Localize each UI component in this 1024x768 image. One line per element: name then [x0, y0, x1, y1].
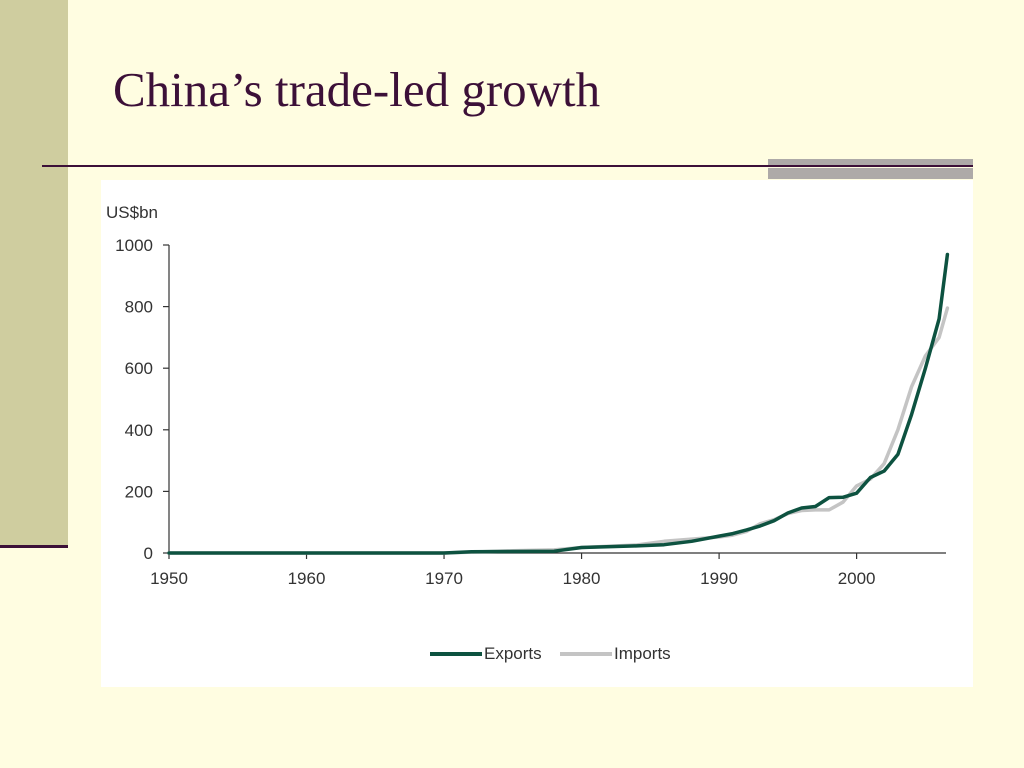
x-axis: 1950 1960 1970 1980 1990 2000 — [150, 552, 946, 588]
x-tick-label: 1990 — [700, 569, 738, 588]
x-tick-label: 1960 — [288, 569, 326, 588]
series-line-imports — [167, 306, 950, 555]
title-rule-accent-bottom — [768, 168, 973, 179]
trade-line-chart: US$bn 0 200 400 600 800 1000 1950 1960 1970 1980… — [106, 203, 950, 663]
y-axis-ticks: 0 200 400 600 800 1000 — [115, 236, 169, 563]
x-tick-label: 1950 — [150, 569, 188, 588]
legend: Exports Imports — [430, 644, 671, 663]
x-tick-label: 1980 — [563, 569, 601, 588]
y-tick-label: 600 — [125, 359, 153, 378]
x-tick-label: 1970 — [425, 569, 463, 588]
side-strip — [0, 0, 68, 546]
title-rule-accent-top — [768, 159, 973, 165]
y-axis-label: US$bn — [106, 203, 158, 222]
x-axis-ticks: 1950 1960 1970 1980 1990 2000 — [150, 553, 876, 588]
chart-panel: US$bn 0 200 400 600 800 1000 1950 1960 1970 1980… — [101, 180, 973, 687]
y-tick-label: 800 — [125, 298, 153, 317]
legend-exports-label: Exports — [484, 644, 542, 663]
series-layer — [167, 252, 950, 555]
series-line-exports — [167, 252, 950, 555]
title-rule — [42, 165, 973, 167]
y-axis: 0 200 400 600 800 1000 — [115, 236, 170, 563]
y-tick-label: 400 — [125, 421, 153, 440]
side-strip-rule — [0, 545, 68, 548]
legend-imports-label: Imports — [614, 644, 671, 663]
slide-title: China’s trade-led growth — [113, 62, 601, 117]
y-tick-label: 0 — [144, 544, 153, 563]
y-tick-label: 1000 — [115, 236, 153, 255]
y-tick-label: 200 — [125, 482, 153, 501]
x-tick-label: 2000 — [838, 569, 876, 588]
